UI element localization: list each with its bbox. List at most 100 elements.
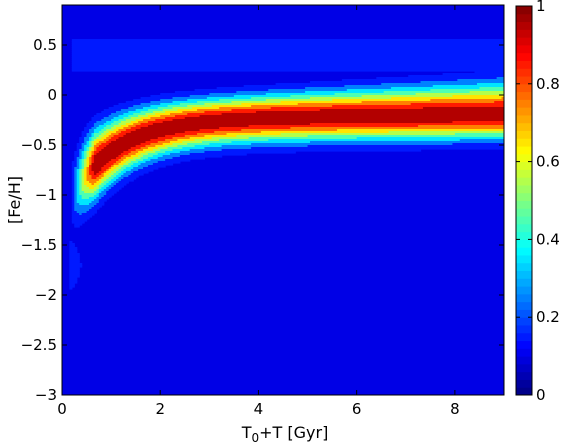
density-cell — [147, 153, 159, 156]
density-cell — [113, 169, 120, 172]
y-tick-label: 0.5 — [33, 36, 57, 54]
colorbar-tick-label: 1 — [536, 0, 546, 15]
density-cell — [135, 125, 149, 128]
density-cell — [194, 89, 269, 92]
x-axis-label: T0+T [Gyr] — [241, 423, 329, 445]
density-cell — [120, 121, 132, 124]
density-cell — [79, 165, 83, 168]
density-cell — [197, 109, 233, 112]
density-cell — [89, 159, 93, 162]
density-cell — [89, 149, 93, 152]
density-cell — [103, 135, 110, 138]
density-cell — [96, 197, 102, 200]
density-cell — [138, 169, 154, 172]
density-cell — [71, 51, 504, 54]
density-cell — [101, 179, 107, 182]
density-cell — [310, 141, 504, 144]
density-cell — [197, 133, 228, 136]
density-cell — [93, 159, 112, 162]
density-cell — [165, 135, 186, 138]
density-cell — [118, 165, 124, 168]
density-cell — [71, 55, 504, 58]
density-cell — [219, 127, 291, 130]
density-cell — [89, 141, 93, 144]
density-cell — [81, 147, 85, 150]
density-cell — [74, 155, 80, 158]
density-cell — [74, 225, 80, 228]
density-cell — [457, 79, 504, 82]
density-cell — [167, 105, 188, 108]
density-cell — [165, 151, 181, 154]
colorbar-segment — [516, 37, 532, 46]
density-cell — [130, 151, 139, 154]
density-cell — [93, 171, 100, 174]
density-cell — [103, 185, 110, 188]
density-cell — [81, 195, 95, 198]
density-cell — [118, 163, 124, 166]
colorbar-segment — [516, 309, 532, 318]
density-cell — [177, 139, 196, 142]
density-cell — [71, 191, 75, 194]
density-cell — [130, 121, 139, 124]
density-cell — [71, 193, 75, 196]
colorbar-segment — [516, 107, 532, 116]
density-cell — [103, 131, 110, 134]
density-cell — [71, 217, 90, 220]
density-cell — [76, 191, 80, 194]
density-cell — [91, 139, 95, 142]
density-cell — [120, 131, 132, 134]
density-cell — [204, 103, 242, 106]
density-cell — [125, 129, 137, 132]
density-cell — [98, 125, 107, 128]
density-cell — [111, 179, 117, 182]
density-cell — [305, 91, 385, 94]
density-cell — [251, 147, 504, 150]
density-cell — [452, 95, 504, 98]
density-cell — [89, 197, 97, 200]
density-cell — [93, 205, 102, 208]
density-cell — [79, 177, 83, 180]
colorbar-segment — [516, 332, 532, 342]
density-cell — [84, 137, 90, 140]
density-cell — [179, 155, 223, 158]
density-cell — [123, 127, 132, 130]
x-axis: 0 2 4 6 8 — [57, 5, 460, 418]
density-cell — [76, 165, 80, 168]
density-cell — [96, 181, 102, 184]
density-cell — [86, 133, 93, 136]
density-cell — [93, 187, 100, 190]
density-cell — [216, 87, 306, 90]
density-cell — [111, 171, 117, 174]
density-cell — [74, 175, 78, 178]
colorbar-segment — [516, 99, 532, 108]
density-cell — [184, 135, 206, 138]
density-cell — [84, 141, 88, 144]
density-cell — [197, 101, 233, 104]
density-cell — [120, 109, 137, 112]
density-cell — [91, 137, 97, 140]
density-cell — [248, 137, 358, 140]
density-cell — [174, 91, 237, 94]
density-cell — [187, 143, 210, 146]
density-cell — [221, 149, 422, 152]
density-cell — [204, 147, 252, 150]
density-cell — [108, 143, 142, 146]
density-cell — [147, 165, 166, 168]
density-cell — [79, 155, 83, 158]
density-cell — [120, 175, 129, 178]
density-cell — [74, 193, 78, 196]
density-cell — [71, 197, 75, 200]
density-cell — [194, 145, 223, 148]
density-cell — [96, 203, 105, 206]
density-cell — [140, 147, 149, 150]
density-cell — [219, 99, 267, 102]
density-cell — [101, 197, 110, 200]
density-cell — [138, 121, 149, 124]
density-cell — [93, 157, 117, 160]
density-cell — [130, 161, 139, 164]
density-cell — [76, 161, 80, 164]
density-cell — [150, 143, 164, 146]
density-cell — [79, 153, 83, 156]
density-cell — [89, 137, 93, 140]
density-cell — [123, 165, 132, 168]
